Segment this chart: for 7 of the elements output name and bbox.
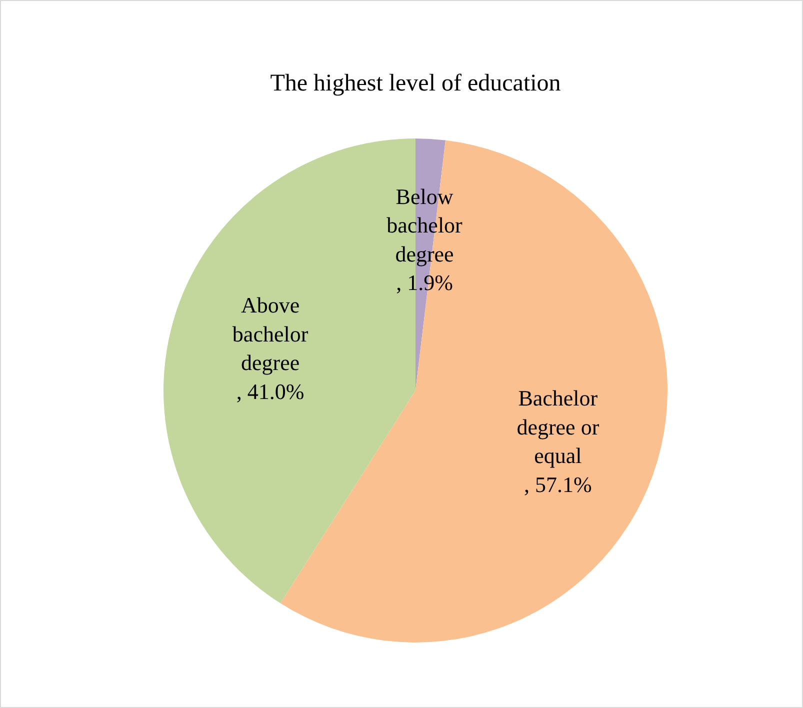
- slice-label: Below bachelor degree: [386, 184, 464, 266]
- slice-label: Above bachelor degree: [232, 292, 309, 376]
- data-label: , 57.1%: [524, 472, 592, 497]
- data-label: , 41.0%: [236, 378, 304, 404]
- data-label: , 1.9%: [396, 270, 453, 296]
- slice-label: Bachelor degree or equal: [516, 386, 600, 468]
- chart-title: The highest level of education: [270, 70, 561, 96]
